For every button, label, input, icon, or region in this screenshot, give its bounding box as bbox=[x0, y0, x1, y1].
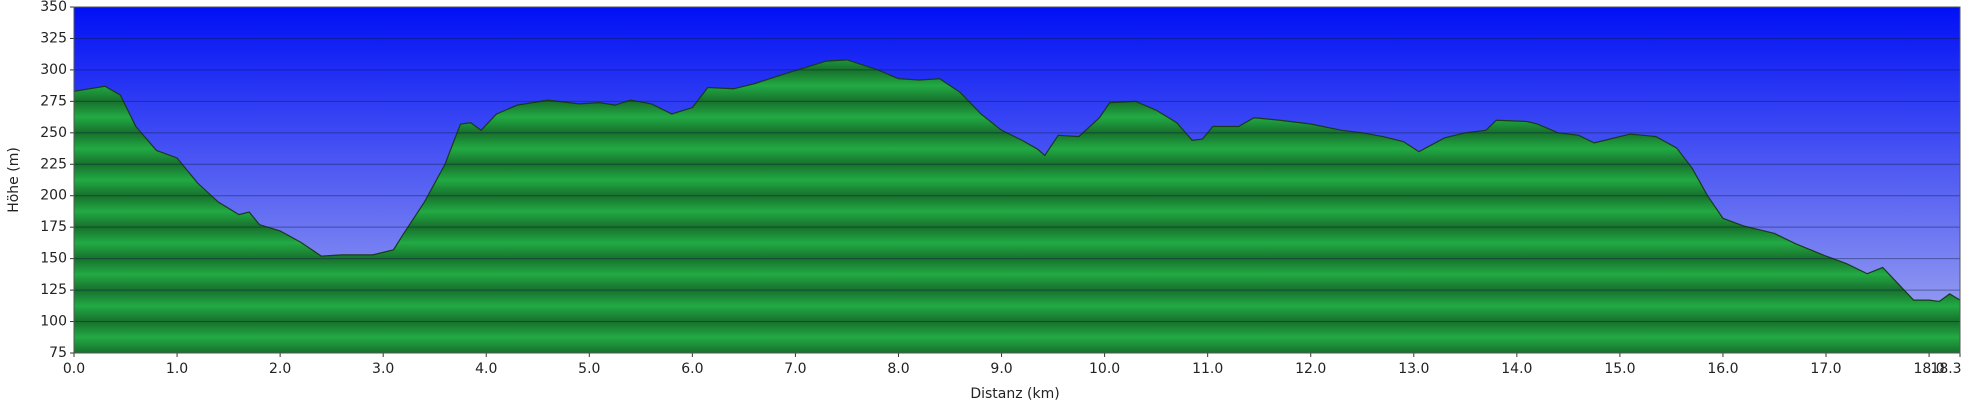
x-tick-label: 18.3 bbox=[1930, 361, 1961, 377]
x-tick-label: 7.0 bbox=[784, 361, 806, 377]
y-tick-label: 125 bbox=[40, 282, 67, 298]
x-tick-label: 8.0 bbox=[887, 361, 909, 377]
x-tick-label: 16.0 bbox=[1707, 361, 1738, 377]
y-tick-label: 75 bbox=[49, 345, 67, 361]
x-tick-label: 10.0 bbox=[1089, 361, 1120, 377]
x-tick-label: 1.0 bbox=[166, 361, 188, 377]
x-tick-label: 6.0 bbox=[681, 361, 703, 377]
y-tick-label: 175 bbox=[40, 219, 67, 235]
y-tick-label: 325 bbox=[40, 30, 67, 46]
x-tick-label: 11.0 bbox=[1192, 361, 1223, 377]
y-tick-label: 275 bbox=[40, 93, 67, 109]
y-tick-label: 200 bbox=[40, 188, 67, 204]
x-tick-label: 12.0 bbox=[1295, 361, 1326, 377]
x-tick-label: 14.0 bbox=[1501, 361, 1532, 377]
y-tick-label: 300 bbox=[40, 62, 67, 78]
x-tick-label: 4.0 bbox=[475, 361, 497, 377]
x-tick-label: 3.0 bbox=[372, 361, 394, 377]
x-tick-label: 2.0 bbox=[269, 361, 291, 377]
y-tick-label: 100 bbox=[40, 314, 67, 330]
x-tick-label: 17.0 bbox=[1810, 361, 1841, 377]
elevation-line bbox=[73, 59, 1961, 303]
y-tick-label: 150 bbox=[40, 251, 67, 267]
y-tick-label: 350 bbox=[40, 0, 67, 15]
x-tick-label: 0.0 bbox=[63, 361, 85, 377]
x-tick-label: 15.0 bbox=[1604, 361, 1635, 377]
y-tick-label: 250 bbox=[40, 125, 67, 141]
x-tick-label: 18.0 bbox=[1913, 361, 1944, 377]
elevation-area bbox=[74, 59, 1960, 354]
y-axis-title: Höhe (m) bbox=[6, 147, 22, 213]
x-tick-label: 13.0 bbox=[1398, 361, 1429, 377]
x-axis-title: Distanz (km) bbox=[970, 386, 1059, 402]
y-tick-label: 225 bbox=[40, 156, 67, 172]
x-tick-label: 5.0 bbox=[578, 361, 600, 377]
x-tick-label: 9.0 bbox=[990, 361, 1012, 377]
plot-frame bbox=[73, 6, 1961, 354]
